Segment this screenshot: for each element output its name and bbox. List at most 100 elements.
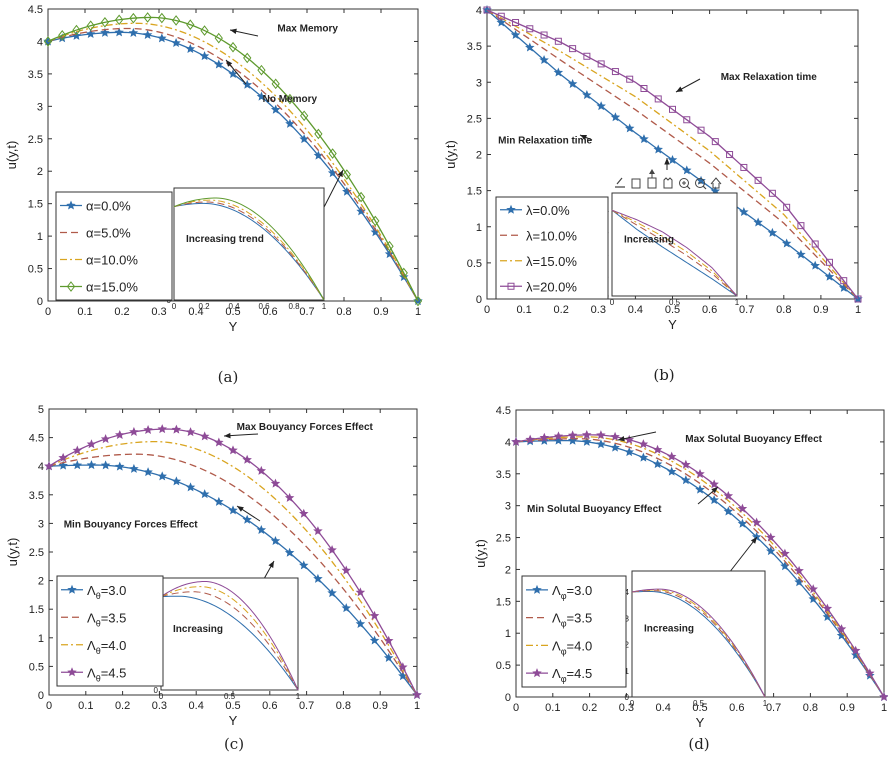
zoom-in-icon[interactable] (679, 178, 691, 190)
x-tick-label: 0.1 (78, 700, 93, 712)
legend-entry-label: Λθ=3.5 (87, 610, 126, 628)
y-tick-label: 1 (38, 633, 44, 645)
series-point (567, 78, 578, 88)
series-point (497, 12, 505, 20)
series-point (369, 610, 380, 620)
series-point (638, 452, 649, 462)
inset-x-tick-label: 0.5 (693, 699, 705, 708)
series-point (86, 460, 97, 470)
series-point (583, 52, 591, 60)
icon-shape (686, 185, 691, 190)
series-point (270, 535, 281, 545)
brush-icon[interactable] (615, 177, 625, 188)
x-tick-label: 0.3 (151, 306, 166, 318)
annotation-arrow (617, 431, 657, 441)
series-point (44, 461, 54, 471)
x-tick-label: 0.7 (299, 700, 314, 712)
x-tick-label: 0.1 (545, 702, 560, 714)
pan-icon[interactable] (663, 177, 673, 189)
y-tick-label: 3 (38, 518, 44, 530)
x-tick-label: 0.3 (619, 702, 634, 714)
export-icon[interactable] (647, 169, 657, 189)
series-point (369, 635, 380, 645)
series-point (654, 95, 662, 103)
y-tick-label: 4.5 (496, 405, 511, 417)
y-tick-label: 1 (37, 231, 43, 243)
y-tick-label: 0 (38, 690, 44, 702)
series-point (242, 514, 252, 524)
x-tick-label: 1 (855, 304, 861, 316)
x-tick-label: 0.9 (840, 702, 855, 714)
series-point (43, 36, 53, 47)
series-point (72, 460, 83, 470)
series-point (85, 29, 96, 39)
legend-marker (66, 281, 76, 292)
series-point (695, 484, 705, 494)
y-tick-label: 4.5 (29, 433, 44, 445)
inset-x-tick-label: 0.6 (258, 302, 270, 311)
y-axis-label: u(y,t) (4, 141, 19, 170)
y-tick-label: 3.5 (28, 69, 43, 81)
series-point (228, 505, 238, 515)
series-point (808, 584, 818, 594)
icon-shape (631, 178, 641, 189)
data-tips-icon[interactable] (631, 178, 641, 189)
series-point (512, 19, 520, 27)
series-point (681, 459, 691, 469)
icon-shape (695, 178, 705, 188)
series-point (199, 489, 210, 499)
series-point (666, 466, 677, 476)
series-point (356, 191, 366, 203)
series-point (669, 105, 676, 113)
series-point (355, 618, 366, 628)
x-tick-label: 0.5 (225, 700, 240, 712)
series-point (328, 148, 337, 159)
inset-y-tick-label: 1 (625, 667, 630, 676)
legend-entry-label: Λφ=3.0 (552, 583, 592, 601)
series-line (486, 9, 859, 300)
series-point (285, 93, 295, 105)
y-tick-label: 1.5 (28, 199, 43, 211)
series-point (640, 85, 648, 93)
x-tick-label: 0 (484, 304, 490, 316)
inset-series-line (160, 591, 299, 691)
series-point (611, 68, 619, 76)
series-point (100, 27, 110, 37)
series-point (808, 594, 818, 604)
x-tick-label: 0.4 (189, 700, 204, 712)
series-point (228, 41, 238, 53)
x-tick-label: 0.9 (373, 306, 388, 318)
series-point (596, 101, 606, 111)
series-point (200, 25, 209, 36)
series-point (58, 452, 68, 462)
series-point (185, 427, 196, 437)
series-point (582, 436, 592, 446)
icon-shape (615, 177, 625, 188)
icon-shape (679, 178, 689, 188)
panel-caption: (d) (688, 735, 709, 753)
series-point (342, 186, 352, 196)
series-point (171, 476, 182, 486)
inset-x-tick-label: 0.5 (224, 692, 236, 701)
series-point (242, 454, 252, 464)
x-tick-label: 0.8 (776, 304, 791, 316)
arrow-head (224, 432, 231, 439)
inset-annotation: Increasing (624, 234, 674, 245)
home-icon[interactable] (710, 177, 722, 189)
series-point (100, 16, 110, 28)
y-tick-label: 0 (37, 296, 43, 308)
inset-x-tick-label: 0.8 (288, 302, 300, 311)
x-tick-label: 0.2 (114, 306, 129, 318)
series-line (47, 22, 419, 302)
x-axis-label: Y (668, 317, 677, 332)
x-tick-label: 0.9 (373, 700, 388, 712)
legend-marker (532, 668, 542, 678)
series-point (313, 526, 323, 536)
series-point (128, 27, 139, 37)
series-point (256, 91, 267, 101)
series-point (270, 478, 281, 488)
zoom-out-icon[interactable] (695, 178, 707, 190)
series-line (486, 9, 859, 300)
annotation-label: Max Bouyancy Forces Effect (237, 422, 374, 433)
